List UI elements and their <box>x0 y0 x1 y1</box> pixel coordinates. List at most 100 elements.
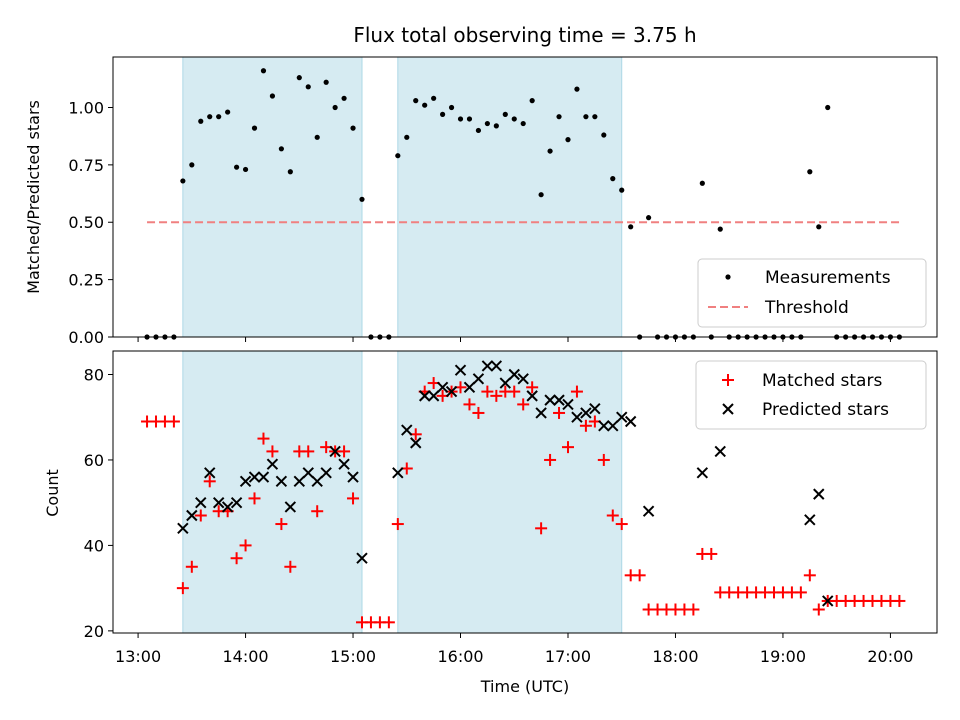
predicted-star-point <box>481 360 494 372</box>
matched-star-point <box>490 389 503 402</box>
predicted-star-point <box>356 552 368 564</box>
matched-star-point <box>347 492 360 505</box>
bottom-x-tick-label: 17:00 <box>545 647 591 666</box>
matched-star-point <box>302 445 315 458</box>
predicted-star-point <box>445 385 458 398</box>
bottom-x-tick-label: 18:00 <box>652 647 698 666</box>
legend-threshold-label: Threshold <box>764 298 849 318</box>
predicted-star-point <box>813 488 825 500</box>
predicted-star-point <box>212 496 225 509</box>
predicted-star-point <box>418 390 431 402</box>
bottom-plot-frame <box>112 350 938 634</box>
matched-star-point <box>311 505 324 518</box>
measurement-point <box>395 153 401 159</box>
measurement-point <box>413 98 419 104</box>
predicted-star-point <box>186 509 198 522</box>
predicted-star-point <box>302 467 314 479</box>
measurement-point <box>180 178 186 184</box>
matched-star-point <box>517 398 530 411</box>
matched-star-point <box>257 432 270 445</box>
predicted-star-point <box>293 475 306 488</box>
measurement-point <box>466 116 473 122</box>
matched-star-point <box>284 560 297 573</box>
measurement-point <box>296 75 302 81</box>
matched-star-point <box>579 419 592 432</box>
bottom-y-axis-label: Count <box>43 469 62 517</box>
matched-star-point <box>812 603 825 616</box>
measurement-point <box>260 68 267 74</box>
measurement-point <box>475 127 482 134</box>
measurement-point <box>216 114 222 120</box>
predicted-star-point <box>248 471 261 483</box>
predicted-star-point <box>284 501 297 513</box>
matched-star-point <box>203 475 216 488</box>
matched-star-point <box>230 552 243 565</box>
legend-predicted-marker <box>722 403 734 415</box>
measurement-point <box>601 132 607 138</box>
top-y-tick-label: 0.00 <box>68 328 104 347</box>
predicted-star-point <box>454 364 467 376</box>
predicted-star-point <box>535 407 547 419</box>
measurement-point <box>825 104 831 111</box>
matched-star-point <box>185 560 198 573</box>
top-x-ticks <box>137 337 891 342</box>
matched-star-point <box>803 569 816 582</box>
measurement-point <box>287 169 293 175</box>
predicted-star-point <box>544 394 556 406</box>
matched-star-point <box>508 385 521 398</box>
predicted-star-point <box>580 407 592 419</box>
measurement-point <box>816 224 822 230</box>
predicted-star-point <box>329 445 341 458</box>
measurement-point <box>422 102 428 108</box>
top-plot-frame <box>112 56 938 338</box>
measurement-point <box>646 215 652 221</box>
bottom-y-tick-label: 40 <box>84 536 104 555</box>
measurement-point <box>251 125 258 131</box>
measurement-point <box>269 93 276 99</box>
measurement-point <box>699 180 705 186</box>
matched-star-point <box>239 539 252 552</box>
measurement-point <box>547 148 553 154</box>
measurement-point <box>493 123 499 129</box>
measurement-point <box>359 196 365 202</box>
measurement-point <box>807 169 813 175</box>
measurement-point <box>198 118 204 124</box>
measurement-point <box>341 95 347 101</box>
matched-star-point <box>535 522 548 535</box>
predicted-star-point <box>221 501 234 513</box>
bottom-legend-box <box>695 360 927 430</box>
measurement-point <box>619 187 625 193</box>
predicted-star-point <box>607 420 619 432</box>
top-y-tick-label: 0.50 <box>68 213 104 232</box>
predicted-star-point <box>508 368 520 381</box>
matched-star-point <box>275 518 288 531</box>
top-shaded-interval-0 <box>182 56 363 338</box>
measurement-point <box>511 116 517 122</box>
predicted-star-point <box>463 381 476 394</box>
predicted-star-point <box>598 420 610 432</box>
bottom-y-tick-label: 80 <box>84 366 104 385</box>
top-y-tick-label: 1.00 <box>68 98 104 117</box>
bottom-shaded-intervals <box>182 350 623 634</box>
predicted-star-point <box>499 377 512 389</box>
predicted-star-point <box>589 402 601 415</box>
predicted-star-point <box>410 437 422 449</box>
legend-matched-marker <box>722 374 734 386</box>
bottom-legend: Matched stars Predicted stars <box>695 360 927 430</box>
matched-star-point <box>481 385 494 398</box>
matched-star-point <box>194 509 207 522</box>
matched-star-point <box>687 603 700 616</box>
top-legend: Measurements Threshold <box>697 258 927 328</box>
predicted-star-point <box>275 475 288 488</box>
matched-star-point <box>597 453 610 466</box>
top-legend-box <box>697 258 927 328</box>
measurement-point <box>628 224 634 230</box>
measurement-point <box>314 134 320 140</box>
matched-star-point <box>794 586 807 599</box>
measurement-point <box>440 111 446 117</box>
matched-star-point <box>606 509 619 522</box>
predicted-star-point <box>571 411 583 423</box>
matched-star-point <box>248 492 261 505</box>
measurement-point <box>583 114 589 120</box>
